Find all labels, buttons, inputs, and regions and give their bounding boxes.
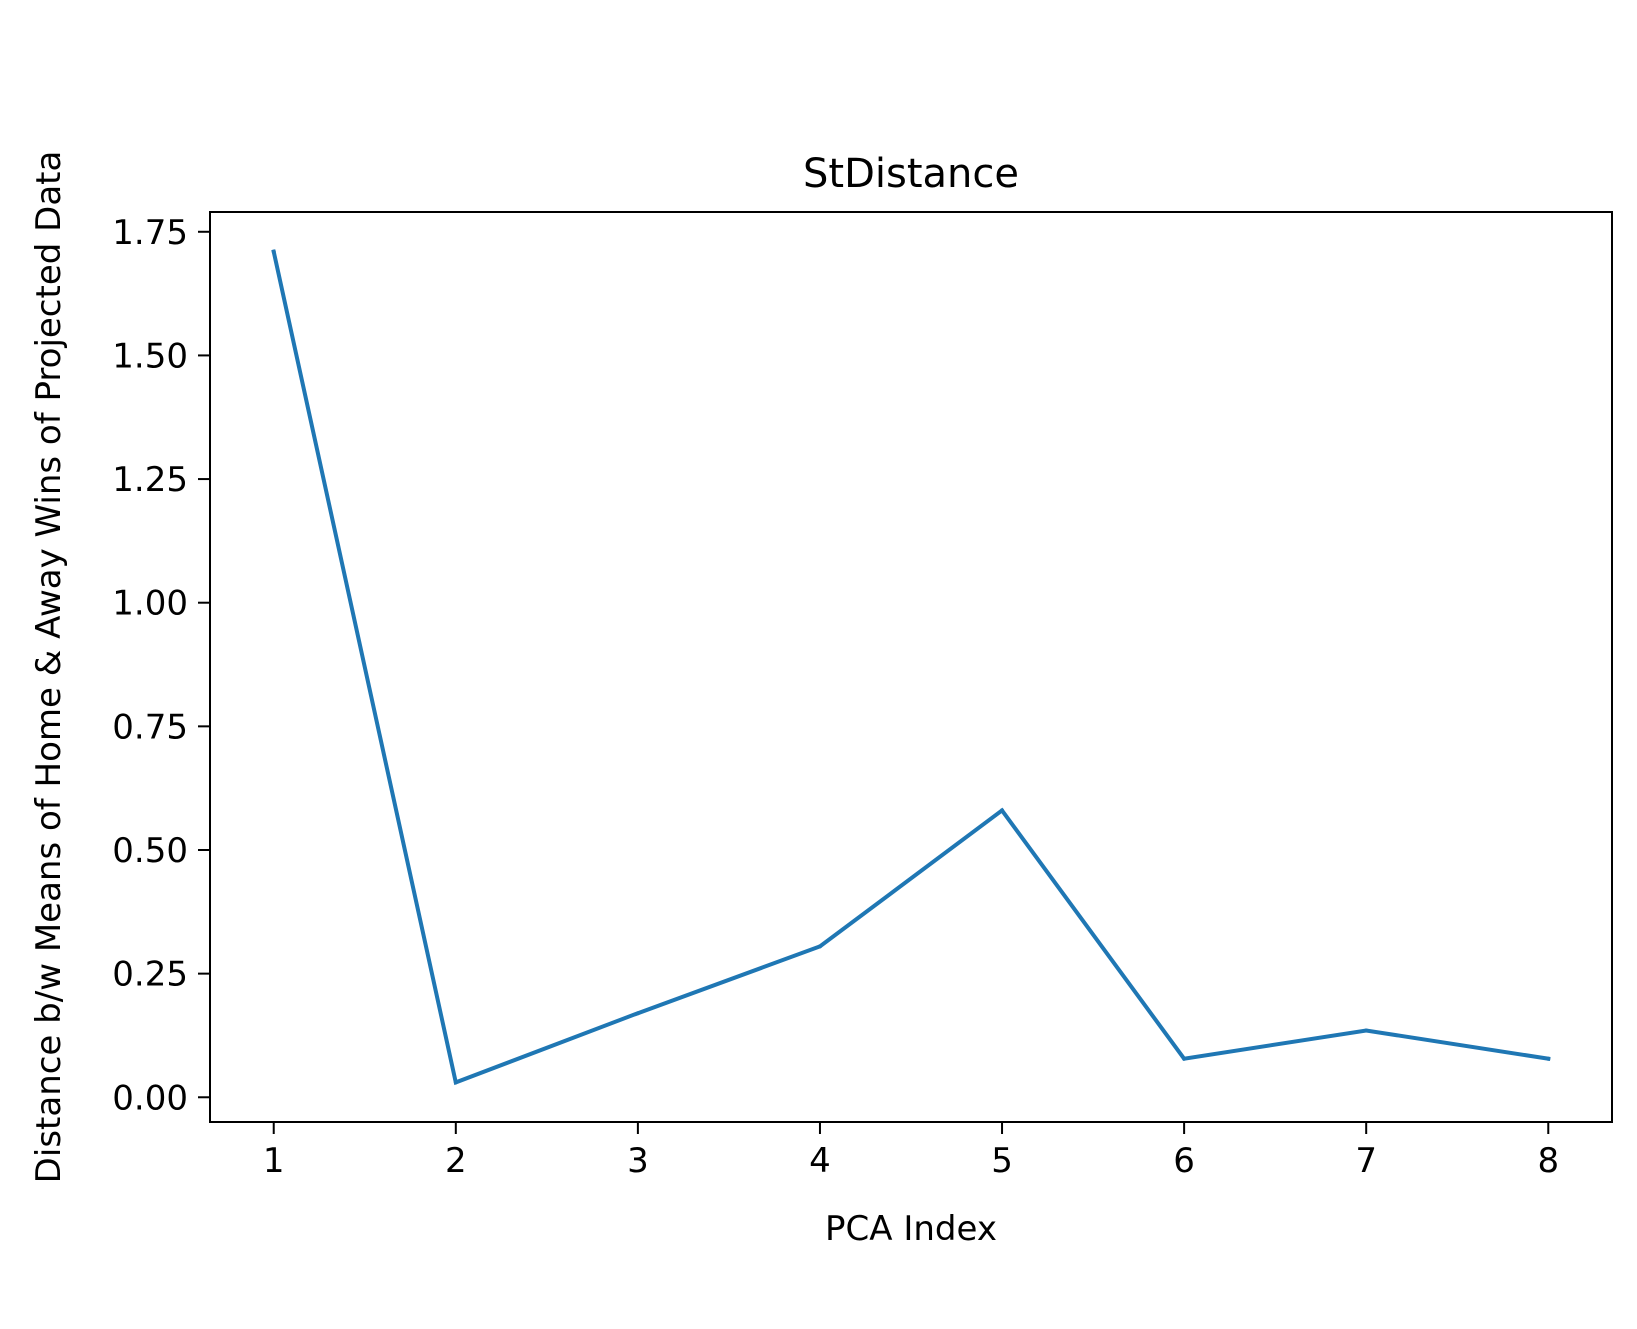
x-tick-label: 4	[809, 1141, 831, 1181]
x-tick-label: 2	[445, 1141, 467, 1181]
y-tick-label: 1.50	[112, 336, 188, 376]
data-point	[1000, 808, 1005, 813]
x-tick-label: 7	[1355, 1141, 1377, 1181]
x-tick-label: 6	[1173, 1141, 1195, 1181]
y-tick-label: 0.25	[112, 955, 188, 995]
x-tick-label: 1	[263, 1141, 285, 1181]
x-tick-label: 8	[1537, 1141, 1559, 1181]
y-tick-label: 0.50	[112, 831, 188, 871]
series-line	[271, 249, 1551, 1086]
data-point	[453, 1080, 458, 1085]
data-point	[1182, 1056, 1187, 1061]
y-tick-label: 1.00	[112, 584, 188, 624]
x-tick-label: 5	[991, 1141, 1013, 1181]
plot-area	[209, 211, 1613, 1123]
x-axis-ticks: 1 2 3 4 5 6 7 8	[263, 1122, 1559, 1181]
chart-title: StDistance	[803, 151, 1019, 197]
data-point	[271, 249, 276, 254]
y-tick-label: 1.75	[112, 213, 188, 253]
x-tick-label: 3	[627, 1141, 649, 1181]
x-axis-label: PCA Index	[825, 1209, 997, 1249]
data-point	[635, 1011, 640, 1016]
series-layer	[271, 249, 1551, 1086]
y-axis-label: Distance b/w Means of Home & Away Wins o…	[29, 151, 69, 1184]
data-point	[817, 944, 822, 949]
data-point	[1546, 1056, 1551, 1061]
y-tick-label: 0.75	[112, 707, 188, 747]
data-point	[1364, 1028, 1369, 1033]
y-axis-ticks: 0.00 0.25 0.50 0.75 1.00 1.25 1.50 1.75	[112, 213, 210, 1118]
y-tick-label: 0.00	[112, 1078, 188, 1118]
y-tick-label: 1.25	[112, 460, 188, 500]
